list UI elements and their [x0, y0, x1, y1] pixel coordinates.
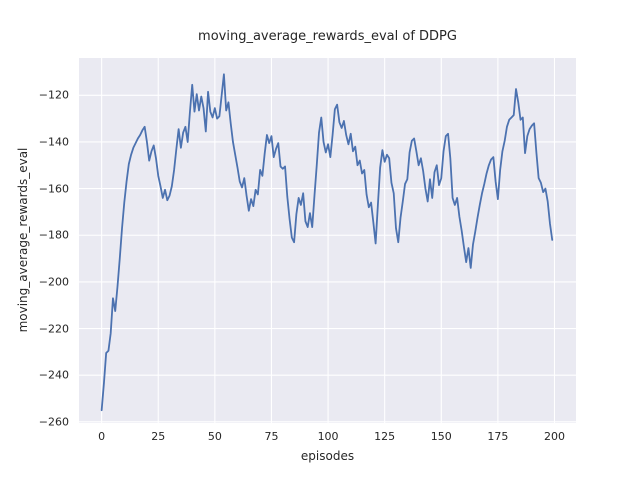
chart-title: moving_average_rewards_eval of DDPG — [198, 29, 457, 44]
y-tick-label: −160 — [38, 182, 69, 196]
y-tick-label: −120 — [38, 88, 69, 102]
x-tick-label: 0 — [98, 430, 106, 443]
plot-area — [79, 58, 576, 423]
y-tick-label: −220 — [38, 322, 69, 336]
x-tick-label: 50 — [207, 430, 222, 443]
x-tick-label: 100 — [317, 430, 339, 443]
y-tick-label: −180 — [38, 228, 69, 242]
x-tick-label: 200 — [543, 430, 565, 443]
y-tick-label: −200 — [38, 275, 69, 289]
y-tick-label: −140 — [38, 135, 69, 149]
y-axis-label: moving_average_rewards_eval — [16, 147, 30, 333]
x-tick-label: 25 — [151, 430, 166, 443]
y-tick-label: −240 — [38, 368, 69, 382]
y-tick-label: −260 — [38, 415, 69, 429]
x-tick-label: 175 — [487, 430, 509, 443]
x-axis-label: episodes — [300, 449, 355, 463]
reward-series-line — [100, 73, 554, 412]
x-tick-label: 150 — [430, 430, 452, 443]
x-tick-label: 75 — [264, 430, 279, 443]
line-plot-canvas — [79, 58, 576, 423]
x-tick-label: 125 — [374, 430, 396, 443]
